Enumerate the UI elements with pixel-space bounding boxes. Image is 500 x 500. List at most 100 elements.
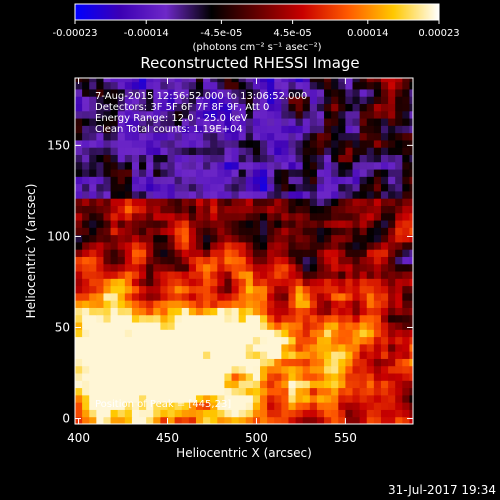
heatmap-cell (146, 263, 154, 272)
heatmap-cell (167, 241, 176, 250)
heatmap-cell (238, 78, 247, 83)
heatmap-cell (366, 212, 375, 221)
heatmap-cell (103, 183, 112, 192)
heatmap-cell (160, 256, 169, 265)
heatmap-cell (195, 256, 204, 265)
heatmap-cell (324, 249, 332, 257)
heatmap-cell (388, 139, 396, 148)
heatmap-cell (288, 322, 297, 330)
heatmap-cell (96, 387, 104, 396)
heatmap-cell (167, 103, 176, 112)
heatmap-cell (124, 394, 133, 403)
heatmap-cell (124, 183, 133, 192)
heatmap-cell (224, 169, 233, 177)
heatmap-cell (203, 110, 211, 119)
heatmap-cell (402, 161, 410, 170)
heatmap-cell (388, 241, 396, 250)
heatmap-cell (245, 241, 254, 250)
heatmap-cell (288, 118, 297, 126)
heatmap-cell (274, 161, 282, 170)
heatmap-cell (217, 351, 225, 359)
heatmap-cell (75, 373, 83, 381)
heatmap-cell (238, 300, 247, 308)
heatmap-cell (352, 256, 361, 265)
heatmap-cell (231, 176, 240, 185)
heatmap-cell (181, 329, 190, 338)
heatmap-cell (359, 139, 368, 148)
heatmap-cell (195, 227, 204, 236)
heatmap-cell (131, 307, 140, 316)
heatmap-cell (224, 198, 233, 206)
heatmap-cell (288, 292, 297, 301)
heatmap-cell (338, 394, 346, 403)
heatmap-cell (359, 103, 368, 112)
heatmap-cell (331, 234, 339, 243)
heatmap-cell (96, 343, 104, 352)
heatmap-cell (238, 387, 247, 396)
heatmap-cell (252, 365, 261, 374)
heatmap-cell (345, 373, 354, 381)
heatmap-cell (203, 249, 211, 257)
heatmap-cell (117, 125, 126, 134)
heatmap-cell (217, 139, 225, 148)
heatmap-cell (252, 322, 261, 330)
heatmap-cell (124, 198, 133, 206)
heatmap-cell (309, 343, 318, 352)
heatmap-cell (288, 212, 297, 221)
heatmap-cell (238, 336, 247, 345)
heatmap-cell (103, 103, 112, 112)
heatmap-cell (288, 329, 297, 338)
heatmap-cell (217, 88, 225, 97)
heatmap-cell (103, 358, 112, 367)
heatmap-cell (380, 285, 389, 294)
heatmap-cell (210, 198, 218, 206)
heatmap-cell (153, 241, 161, 250)
heatmap-cell (89, 271, 97, 279)
heatmap-cell (274, 336, 282, 345)
heatmap-cell (338, 380, 346, 389)
heatmap-cell (366, 365, 375, 374)
heatmap-cell (295, 358, 304, 367)
heatmap-cell (131, 176, 140, 185)
heatmap-cell (345, 329, 354, 338)
heatmap-cell (402, 190, 410, 199)
heatmap-cell (295, 292, 304, 301)
heatmap-cell (402, 176, 410, 185)
heatmap-cell (388, 125, 396, 134)
heatmap-cell (167, 278, 176, 287)
heatmap-cell (373, 358, 382, 367)
heatmap-cell (89, 358, 97, 367)
heatmap-cell (252, 234, 261, 243)
heatmap-cell (302, 147, 311, 155)
heatmap-cell (245, 78, 254, 83)
heatmap-cell (160, 190, 169, 199)
heatmap-cell (188, 314, 197, 323)
heatmap-cell (174, 314, 183, 323)
heatmap-cell (245, 329, 254, 338)
heatmap-cell (359, 336, 368, 345)
heatmap-cell (75, 271, 83, 279)
heatmap-cell (167, 416, 176, 424)
heatmap-cell (288, 81, 297, 90)
heatmap-cell (338, 387, 346, 396)
heatmap-cell (131, 402, 140, 410)
heatmap-cell (82, 103, 90, 112)
heatmap-cell (146, 292, 154, 301)
heatmap-cell (380, 402, 389, 410)
heatmap-cell (409, 154, 413, 163)
heatmap-cell (409, 212, 413, 221)
heatmap-cell (203, 416, 211, 424)
heatmap-cell (75, 365, 83, 374)
heatmap-cell (380, 373, 389, 381)
heatmap-cell (96, 373, 104, 381)
heatmap-cell (203, 241, 211, 250)
heatmap-cell (267, 118, 275, 126)
heatmap-cell (380, 176, 389, 185)
heatmap-cell (210, 387, 218, 396)
heatmap-cell (352, 292, 361, 301)
heatmap-cell (231, 205, 240, 214)
heatmap-cell (395, 176, 403, 185)
heatmap-cell (395, 409, 403, 418)
heatmap-cell (302, 307, 311, 316)
heatmap-cell (373, 234, 382, 243)
